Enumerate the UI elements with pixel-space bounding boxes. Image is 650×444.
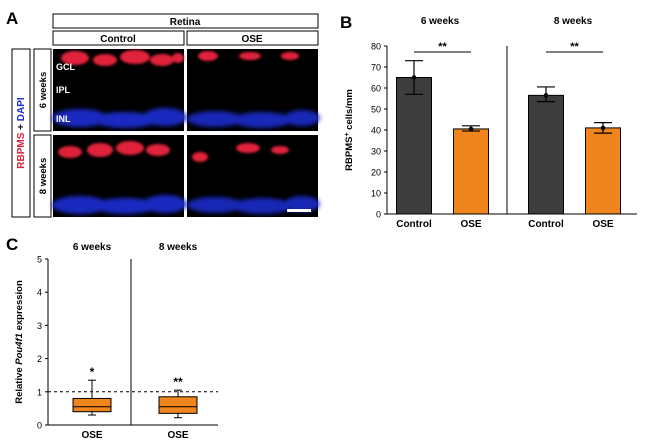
stain-label-rbpms: RBPMS — [16, 132, 27, 168]
panel-c-letter: C — [6, 235, 18, 254]
retina-header-box — [52, 13, 319, 29]
c-y-tick-label-4: 4 — [37, 288, 42, 298]
row-label-box-6w — [33, 48, 52, 132]
c-boxes: * OSE ** OSE — [72, 365, 198, 441]
b-y-tick-label-4: 40 — [371, 126, 381, 136]
b-mean-point-0-0 — [411, 75, 417, 80]
layer-label-inl: INL — [56, 114, 71, 124]
b-y-tick-label-6: 60 — [371, 84, 381, 94]
c-box-0 — [72, 397, 112, 413]
b-bar-1-1 — [585, 127, 621, 215]
stain-label-plus: + — [16, 121, 27, 132]
b-bar-0-0 — [396, 77, 432, 215]
c-box-1 — [158, 396, 198, 414]
c-category-label-0: OSE — [81, 430, 102, 441]
micrograph-control-6w — [52, 49, 187, 131]
layer-label-ipl: IPL — [56, 85, 71, 95]
c-y-tick-label-3: 3 — [37, 321, 42, 331]
micrograph-control-8w — [52, 135, 187, 217]
b-significance-mark-1: ** — [570, 41, 579, 53]
row-label-box-8w — [33, 134, 52, 218]
c-y-tick-label-2: 2 — [37, 354, 42, 364]
row-label-6w: 6 weeks — [38, 72, 49, 108]
c-y-axis-label-post: expression — [14, 280, 25, 333]
b-category-label-1-0: Control — [528, 219, 564, 230]
ose-header-box — [186, 30, 319, 46]
c-y-axis-label: Relative Pou4f1 expression — [14, 280, 25, 404]
c-y-tick-label-0: 0 — [37, 421, 42, 431]
b-y-axis-label-sup: + — [344, 132, 351, 136]
c-y-axis-label-gene: Pou4f1 — [14, 333, 25, 365]
b-significance-mark-0: ** — [438, 41, 447, 53]
b-y-tick-label-3: 30 — [371, 147, 381, 157]
c-significance-mark-0: * — [90, 365, 95, 379]
stain-label-dapi: DAPI — [16, 97, 27, 121]
b-y-tick-label-1: 10 — [371, 189, 381, 199]
layer-label-gcl: GCL — [56, 62, 76, 72]
panel-b-letter: B — [340, 13, 352, 32]
panel-c: C 6 weeks 8 weeks Relative Pou4f1 expres… — [6, 235, 218, 441]
control-header: Control — [100, 34, 136, 45]
micrograph-ose-8w — [187, 135, 320, 217]
c-y-tick-label-5: 5 — [37, 255, 42, 265]
stain-label-box — [11, 48, 31, 218]
c-group-title-1: 8 weeks — [159, 242, 198, 253]
b-y-tick-label-5: 50 — [371, 105, 381, 115]
c-y-tick-label-1: 1 — [37, 387, 42, 397]
b-category-label-1-1: OSE — [592, 219, 613, 230]
panel-a-letter: A — [6, 9, 18, 28]
b-bars: Control OSE ** Control OSE ** — [396, 41, 621, 230]
b-y-tick-label-0: 0 — [376, 210, 381, 220]
b-category-label-0-0: Control — [396, 219, 432, 230]
b-group-title-1: 8 weeks — [554, 16, 593, 27]
b-group-title-0: 6 weeks — [421, 16, 460, 27]
c-y-axis: 0 1 2 3 4 5 — [37, 255, 218, 431]
b-category-label-0-1: OSE — [460, 219, 481, 230]
panel-a: A Retina Control OSE RBPMS + DAPI 6 week… — [6, 9, 320, 218]
b-mean-point-1-0 — [543, 93, 549, 98]
b-bar-1-0 — [528, 94, 564, 215]
stain-label: RBPMS + DAPI — [16, 97, 27, 169]
c-y-axis-label-pre: Relative — [14, 365, 25, 404]
b-y-axis-label-main: RBPMS — [344, 137, 355, 171]
scale-bar — [287, 209, 311, 212]
b-y-axis-label-rest: cells/mm — [344, 89, 355, 132]
panel-b: B 6 weeks 8 weeks RBPMS+ cells/mm 0 10 20 3… — [340, 13, 637, 230]
b-y-tick-label-8: 80 — [371, 42, 381, 52]
b-mean-point-0-1 — [468, 126, 474, 132]
b-bar-0-1 — [453, 128, 489, 215]
b-y-tick-label-7: 70 — [371, 63, 381, 73]
ose-header: OSE — [241, 34, 262, 45]
micrograph-ose-6w — [187, 49, 320, 131]
b-y-tick-label-2: 20 — [371, 168, 381, 178]
b-y-axis-label: RBPMS+ cells/mm — [344, 89, 356, 171]
control-header-box — [52, 30, 185, 46]
c-category-label-1: OSE — [167, 430, 188, 441]
c-group-title-0: 6 weeks — [73, 242, 112, 253]
row-label-8w: 8 weeks — [38, 158, 49, 194]
c-significance-mark-1: ** — [173, 375, 183, 389]
b-mean-point-1-1 — [600, 125, 606, 131]
retina-header: Retina — [170, 17, 201, 28]
